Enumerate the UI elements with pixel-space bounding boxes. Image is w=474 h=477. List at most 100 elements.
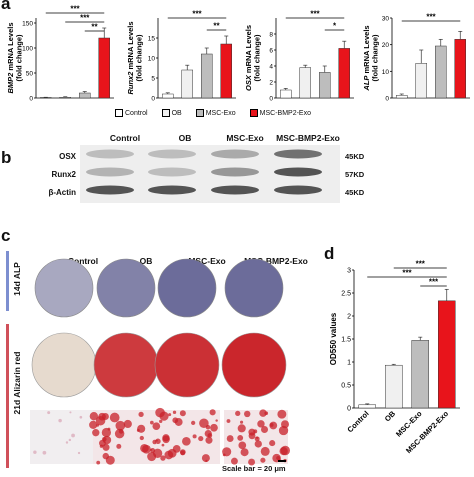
alizarin-well (31, 332, 97, 398)
micrograph-deposit (238, 441, 247, 450)
micrograph-deposit (182, 437, 191, 446)
blot-row-label-osx: OSX (59, 152, 76, 161)
micrograph-deposit (237, 434, 244, 441)
micrograph-deposit (254, 436, 260, 442)
bar (396, 95, 408, 99)
micrograph-deposit (199, 418, 209, 429)
blot-band (274, 149, 322, 159)
bar (338, 48, 350, 99)
y-tick-label: 1 (347, 360, 351, 367)
blot-col-msc-bmp2-exo: MSC-BMP2-Exo (276, 133, 340, 143)
micrograph-deposit (204, 429, 212, 438)
y-tick-label: 10 (382, 69, 390, 76)
scale-bar-label: Scale bar = 20 μm (222, 464, 286, 473)
micrograph-deposit (152, 448, 163, 458)
stain-image (30, 258, 291, 466)
micrograph-deposit (276, 455, 281, 461)
y-axis-label-line: (fold change) (253, 34, 262, 82)
bar (411, 340, 429, 409)
y-axis-label: BMP2 mRNA Levels (fold change) (6, 23, 24, 94)
significance-label: * (333, 22, 337, 31)
blot-kd-osx: 45KD (345, 152, 365, 161)
micrograph-deposit (240, 448, 249, 457)
y-axis-label-line: (fold change) (371, 34, 380, 82)
y-axis-label-rest: mRNA Levels (126, 21, 135, 71)
micrograph-deposit (279, 447, 288, 456)
legend-item-msc-bmp2-exo: MSC-BMP2-Exo (249, 109, 311, 117)
blot-band (211, 185, 259, 195)
micrograph-deposit (69, 411, 72, 414)
micrograph-deposit (98, 412, 106, 421)
blot-kd-actin: 45KD (345, 188, 365, 197)
y-tick-label: 3 (347, 268, 351, 275)
alizarin-row-bar (6, 324, 9, 468)
significance-label: *** (310, 10, 320, 19)
micrograph-deposit (198, 435, 204, 442)
bar (319, 72, 331, 99)
micrograph-deposit (253, 429, 258, 434)
x-tick-label: Control (345, 409, 370, 434)
legend-swatch-control (115, 109, 123, 117)
micrograph-deposit (161, 443, 165, 447)
micrograph-deposit (210, 423, 218, 432)
significance-label: *** (402, 269, 412, 278)
micrograph-deposit (259, 409, 267, 417)
bar (299, 67, 311, 99)
bar (98, 37, 110, 99)
bar (162, 93, 174, 99)
micrograph-deposit (179, 410, 186, 417)
blot-row-label-runx2: Runx2 (51, 170, 76, 179)
staining-panel: Control OB MSC-Exo MSC-BMP2-Exo 14d ALP … (0, 228, 322, 477)
micrograph-deposit (155, 407, 165, 418)
micrograph-deposit (237, 424, 246, 433)
micrograph-deposit (248, 432, 256, 440)
legend-item-ob: OB (161, 109, 182, 117)
micrograph-deposit (155, 438, 161, 445)
y-tick-label: 10 (148, 56, 156, 63)
micrograph-deposit (235, 410, 241, 417)
y-tick-label: 30 (382, 16, 390, 23)
panel-label-d: d (324, 244, 335, 263)
y-axis-label-gene: Runx2 (126, 71, 135, 95)
stain-col-ob: OB (139, 256, 153, 266)
micrograph-deposit (201, 454, 210, 463)
bar (454, 39, 466, 99)
y-axis-label-line: (fold change) (135, 34, 144, 82)
micrograph-deposit (226, 419, 231, 423)
y-tick-label: 100 (22, 46, 33, 53)
micrograph-deposit (261, 425, 269, 434)
stain-col-msc-bmp2-exo: MSC-BMP2-Exo (244, 256, 308, 266)
micrograph-deposit (226, 435, 234, 442)
y-axis-label-gene: ALP (362, 75, 371, 92)
micrograph-deposit (138, 411, 144, 418)
y-tick-label: 0.5 (341, 383, 351, 390)
alizarin-well (154, 332, 220, 398)
y-tick-label: 0 (29, 96, 33, 103)
legend: Control OB MSC-Exo MSC-BMP2-Exo (115, 109, 311, 117)
y-axis-label-line: OD550 values (329, 312, 338, 365)
y-tick-label: 2 (347, 314, 351, 321)
y-axis-label-rest: mRNA Levels (6, 23, 15, 73)
alp-row-bar (6, 251, 9, 311)
micrograph-deposit (137, 424, 146, 433)
bar (415, 63, 427, 99)
micrograph (30, 410, 94, 464)
blot-band (86, 149, 134, 159)
micrograph-deposit (168, 413, 172, 417)
micrograph-deposit (167, 448, 177, 458)
y-tick-label: 0 (385, 96, 389, 103)
micrograph-deposit (116, 443, 122, 449)
blot-band (86, 167, 134, 177)
bar (280, 89, 292, 99)
legend-swatch-msc-exo (195, 109, 204, 117)
micrograph-deposit (215, 419, 218, 422)
y-axis-label-gene: OSX (244, 74, 253, 91)
legend-swatch-msc-bmp2-exo (249, 109, 258, 117)
micrograph-deposit (139, 435, 144, 441)
micrograph-deposit (277, 409, 287, 419)
y-tick-label: 8 (269, 32, 273, 39)
legend-item-control: Control (115, 109, 148, 117)
blot-band (274, 167, 322, 177)
